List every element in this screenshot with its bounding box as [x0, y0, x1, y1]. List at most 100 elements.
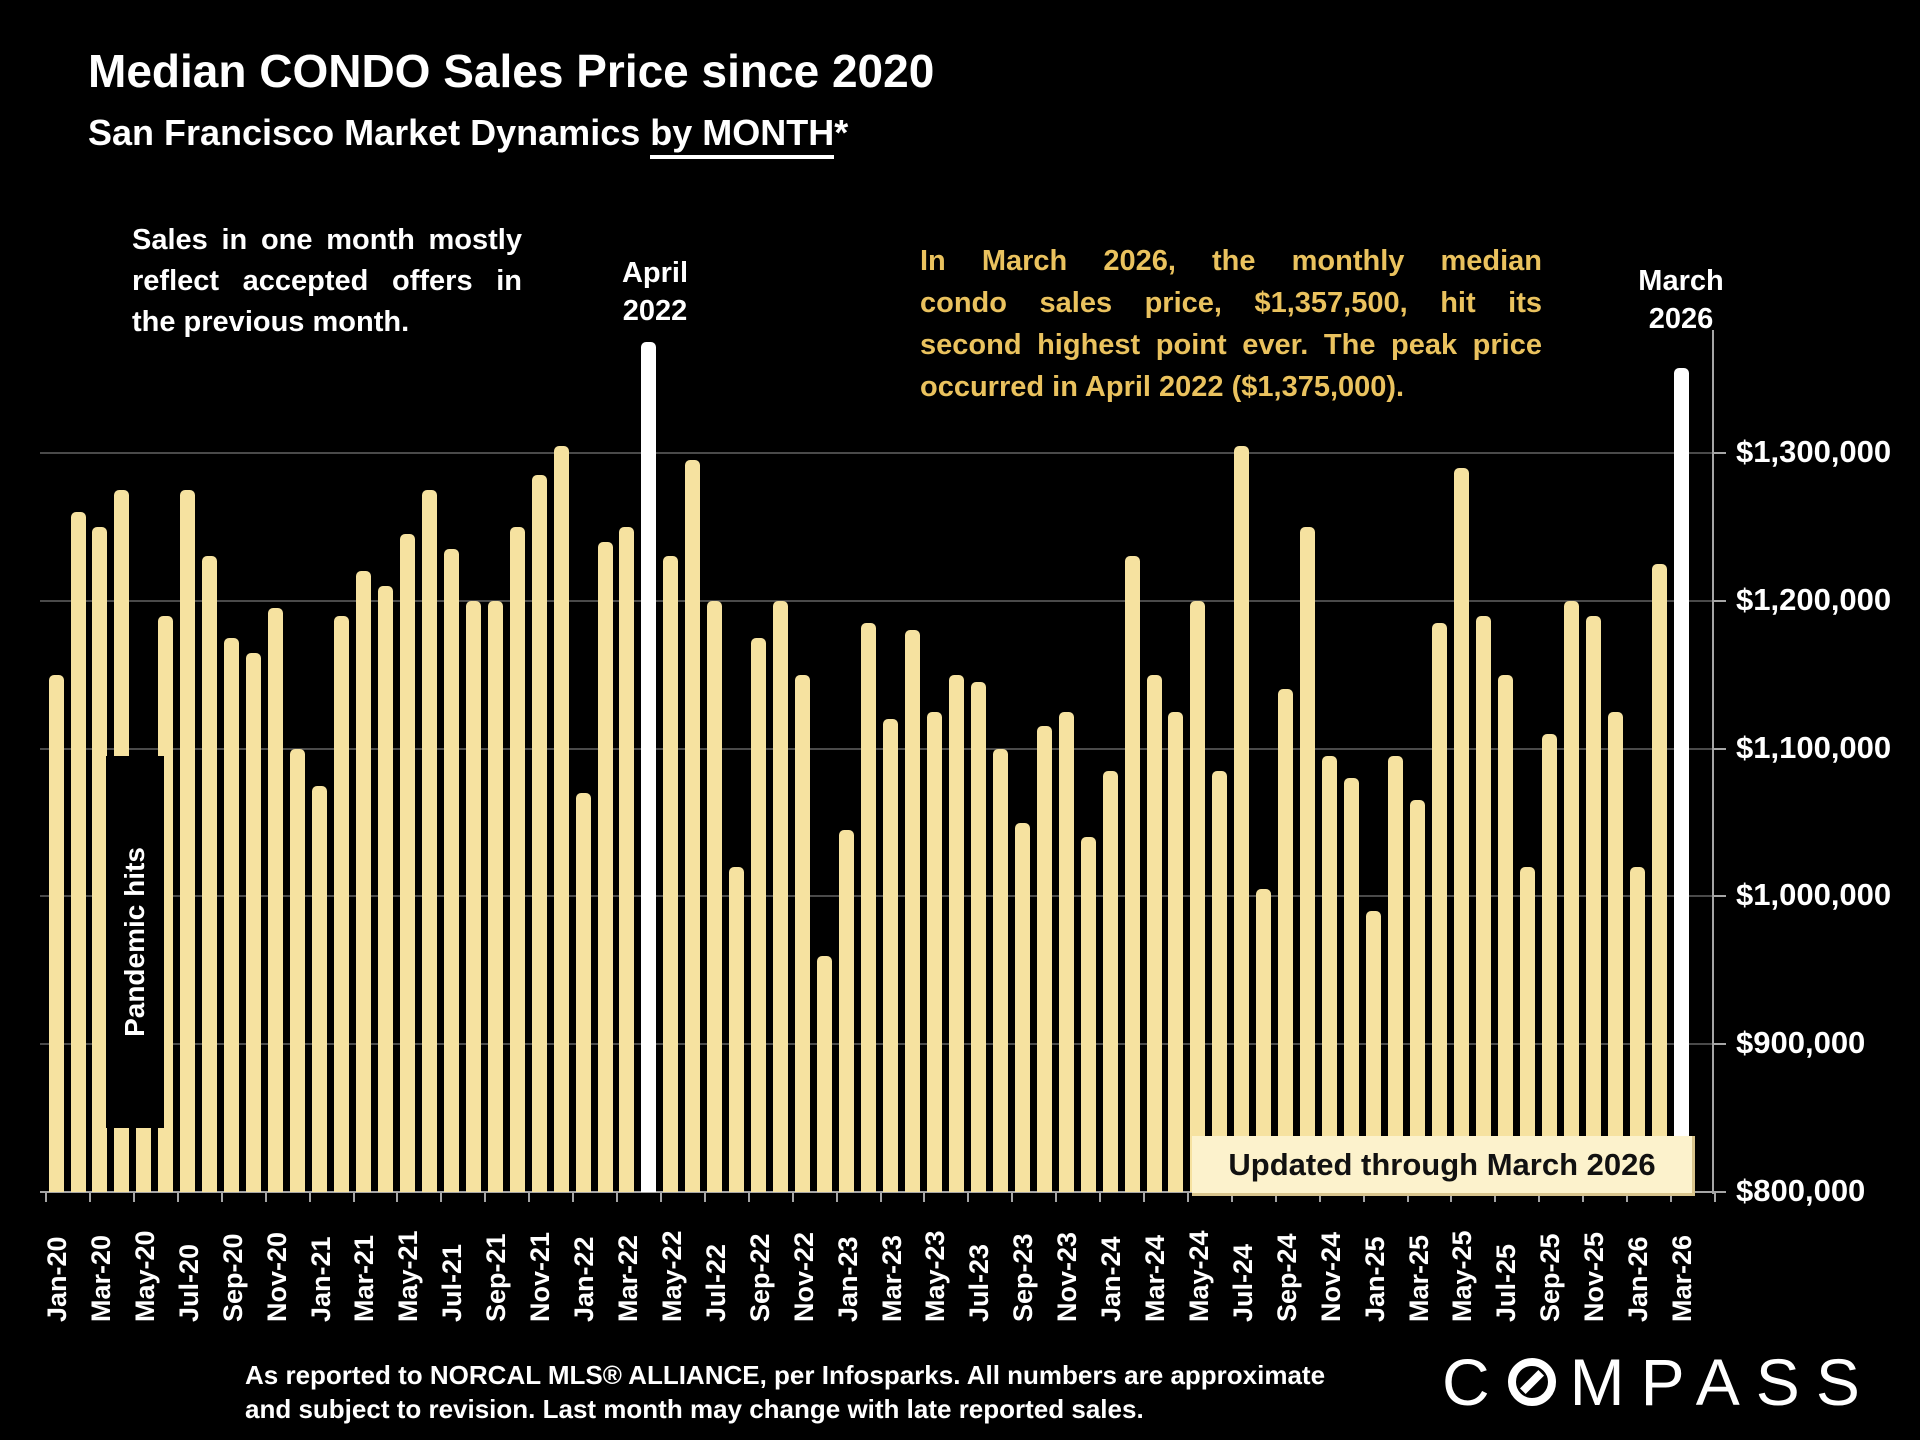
disclaimer-line1: As reported to NORCAL MLS® ALLIANCE, per… [245, 1360, 1326, 1390]
bar-Mar-24 [1146, 675, 1162, 1192]
x-tick [967, 1192, 970, 1202]
bar-Dec-20 [290, 749, 306, 1192]
x-label-Nov-24: Nov-24 [1315, 1231, 1346, 1322]
x-tick [1055, 1192, 1058, 1202]
bar-Sep-20 [224, 638, 240, 1192]
x-label-Nov-23: Nov-23 [1052, 1231, 1083, 1322]
x-label-May-21: May-21 [393, 1230, 424, 1322]
x-tick [264, 1192, 267, 1202]
x-label-Nov-21: Nov-21 [525, 1231, 556, 1322]
x-tick [747, 1192, 750, 1202]
x-label-Sep-20: Sep-20 [217, 1233, 248, 1322]
bar-Mar-23 [883, 719, 898, 1192]
bar-Dec-22 [817, 956, 833, 1192]
x-tick [396, 1192, 399, 1202]
bar-Jan-22 [575, 793, 591, 1192]
x-tick [1538, 1192, 1541, 1202]
updated-through-banner: Updated through March 2026 [1192, 1136, 1695, 1196]
bar-Jul-23 [970, 682, 986, 1192]
x-tick [308, 1192, 311, 1202]
x-tick [1274, 1192, 1277, 1202]
x-tick [1670, 1192, 1672, 1202]
x-label-Jan-23: Jan-23 [832, 1236, 863, 1322]
bar-Apr-23 [904, 630, 920, 1192]
bar-Apr-22 [641, 342, 657, 1192]
x-tick [1582, 1192, 1585, 1202]
x-tick [1713, 1192, 1716, 1202]
highlight-line: condo sales price, $1,357,500, hit its [920, 287, 1542, 319]
x-label-Nov-25: Nov-25 [1579, 1231, 1610, 1322]
bar-Apr-24 [1168, 712, 1184, 1192]
bar-Jun-24 [1212, 771, 1228, 1192]
bar-Feb-21 [334, 616, 349, 1192]
y-tick-800000 [1712, 1191, 1726, 1193]
note-march-2026-highlight: In March 2026, the monthly median condo … [920, 240, 1542, 408]
x-label-Jan-25: Jan-25 [1359, 1236, 1390, 1322]
x-label-Jan-22: Jan-22 [569, 1236, 599, 1322]
bar-Sep-21 [487, 601, 503, 1192]
bar-Jul-20 [180, 490, 196, 1192]
x-label-Mar-23: Mar-23 [876, 1234, 907, 1322]
label-april-2022: April 2022 [580, 254, 730, 330]
note-line: Sales in one month mostly [132, 224, 522, 256]
x-tick [1406, 1192, 1409, 1202]
x-tick [528, 1192, 531, 1202]
bar-Dec-23 [1080, 837, 1096, 1192]
x-label-Mar-25: Mar-25 [1403, 1234, 1434, 1322]
bar-Feb-20 [70, 512, 86, 1192]
bar-Jul-24 [1234, 446, 1250, 1192]
y-tick-900000 [1712, 1043, 1726, 1045]
y-tick-label: $1,000,000 [1736, 877, 1892, 912]
bar-Mar-26 [1673, 368, 1689, 1192]
bar-May-21 [399, 534, 415, 1192]
y-tick-1000000 [1712, 895, 1726, 897]
pandemic-hits-label: Pandemic hits [119, 847, 150, 1037]
bar-Nov-21 [531, 475, 547, 1192]
bar-Sep-25 [1541, 734, 1557, 1192]
y-tick-label: $900,000 [1736, 1025, 1866, 1060]
bar-Jun-21 [421, 490, 437, 1192]
bar-May-23 [926, 712, 942, 1192]
bar-Mar-25 [1410, 800, 1425, 1192]
note-accepted-offers: Sales in one month mostly reflect accept… [132, 220, 522, 343]
gridline-900000 [40, 1043, 1712, 1045]
x-label-Mar-20: Mar-20 [85, 1234, 116, 1322]
bar-Sep-23 [1014, 823, 1030, 1192]
label-march-line2: 2026 [1648, 303, 1714, 335]
bar-Aug-23 [992, 749, 1008, 1192]
y-tick-1100000 [1712, 748, 1726, 750]
bar-Nov-24 [1322, 756, 1338, 1192]
x-tick [352, 1192, 355, 1202]
bar-Aug-25 [1519, 867, 1535, 1192]
bar-Sep-22 [751, 638, 767, 1192]
x-tick [1099, 1192, 1102, 1202]
logo-letters-rest: MPASS [1569, 1345, 1876, 1419]
x-label-Jul-24: Jul-24 [1227, 1243, 1258, 1322]
x-label-Jan-21: Jan-21 [305, 1236, 336, 1322]
bar-Jun-23 [948, 675, 964, 1192]
bar-Feb-25 [1388, 756, 1403, 1192]
x-tick [879, 1192, 882, 1202]
x-label-May-22: May-22 [656, 1230, 687, 1322]
x-label-Nov-22: Nov-22 [788, 1231, 819, 1322]
x-label-May-25: May-25 [1447, 1230, 1478, 1322]
bar-Dec-25 [1607, 712, 1623, 1192]
y-axis-line [1712, 330, 1714, 1194]
bar-May-24 [1190, 601, 1206, 1192]
bar-Aug-20 [202, 556, 218, 1192]
x-tick [176, 1192, 179, 1202]
bar-Oct-24 [1300, 527, 1316, 1192]
x-label-May-20: May-20 [129, 1230, 160, 1322]
x-tick [440, 1192, 443, 1202]
x-label-Jul-22: Jul-22 [700, 1243, 731, 1322]
x-tick [1626, 1192, 1629, 1202]
x-label-Jan-24: Jan-24 [1096, 1236, 1127, 1322]
bar-Feb-26 [1651, 564, 1667, 1192]
bar-Jun-22 [685, 460, 701, 1192]
x-tick [791, 1192, 794, 1202]
bar-Nov-20 [268, 608, 284, 1192]
x-label-May-23: May-23 [920, 1230, 951, 1322]
x-label-Sep-23: Sep-23 [1008, 1233, 1039, 1322]
